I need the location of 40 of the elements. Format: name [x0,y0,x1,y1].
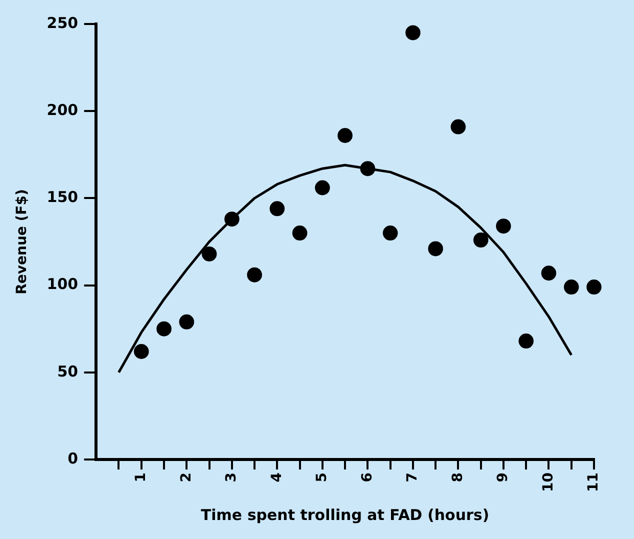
point [382,226,398,241]
point [450,119,466,134]
x-tick-label: 3 [224,472,240,482]
point [428,241,444,256]
x-tick-label: 9 [495,472,512,482]
x-tick-label: 10 [540,472,556,492]
point [541,266,556,281]
point [518,334,534,349]
x-tick-label: 2 [178,472,194,482]
point [224,212,240,227]
y-tick-label: 0 [68,449,78,468]
point [473,232,488,248]
point [292,226,308,241]
point [496,218,511,234]
point [314,180,330,196]
x-tick-label: 11 [586,472,602,492]
point [156,321,172,336]
point [202,246,217,262]
x-tick-label: 6 [359,472,376,482]
y-tick-label: 200 [46,100,78,119]
point [338,128,353,143]
point [270,201,285,216]
point [179,314,194,330]
y-axis-title: Revenue (F$) [14,189,30,294]
x-tick-label: 5 [314,472,330,482]
x-tick-label: 8 [450,472,466,482]
y-tick-label: 150 [46,188,78,206]
point [247,267,262,282]
point [360,161,376,176]
point [564,280,579,295]
x-axis-title: Time spent trolling at FAD (hours) [200,506,490,524]
point [405,25,420,40]
y-tick-label: 250 [46,14,78,32]
x-tick-label: 4 [268,472,285,482]
x-tick-label: 1 [133,472,150,482]
point [586,280,602,295]
y-tick-label: 50 [57,362,78,380]
y-tick-label: 100 [46,275,78,294]
x-tick-label: 7 [404,472,421,482]
point [134,344,149,360]
